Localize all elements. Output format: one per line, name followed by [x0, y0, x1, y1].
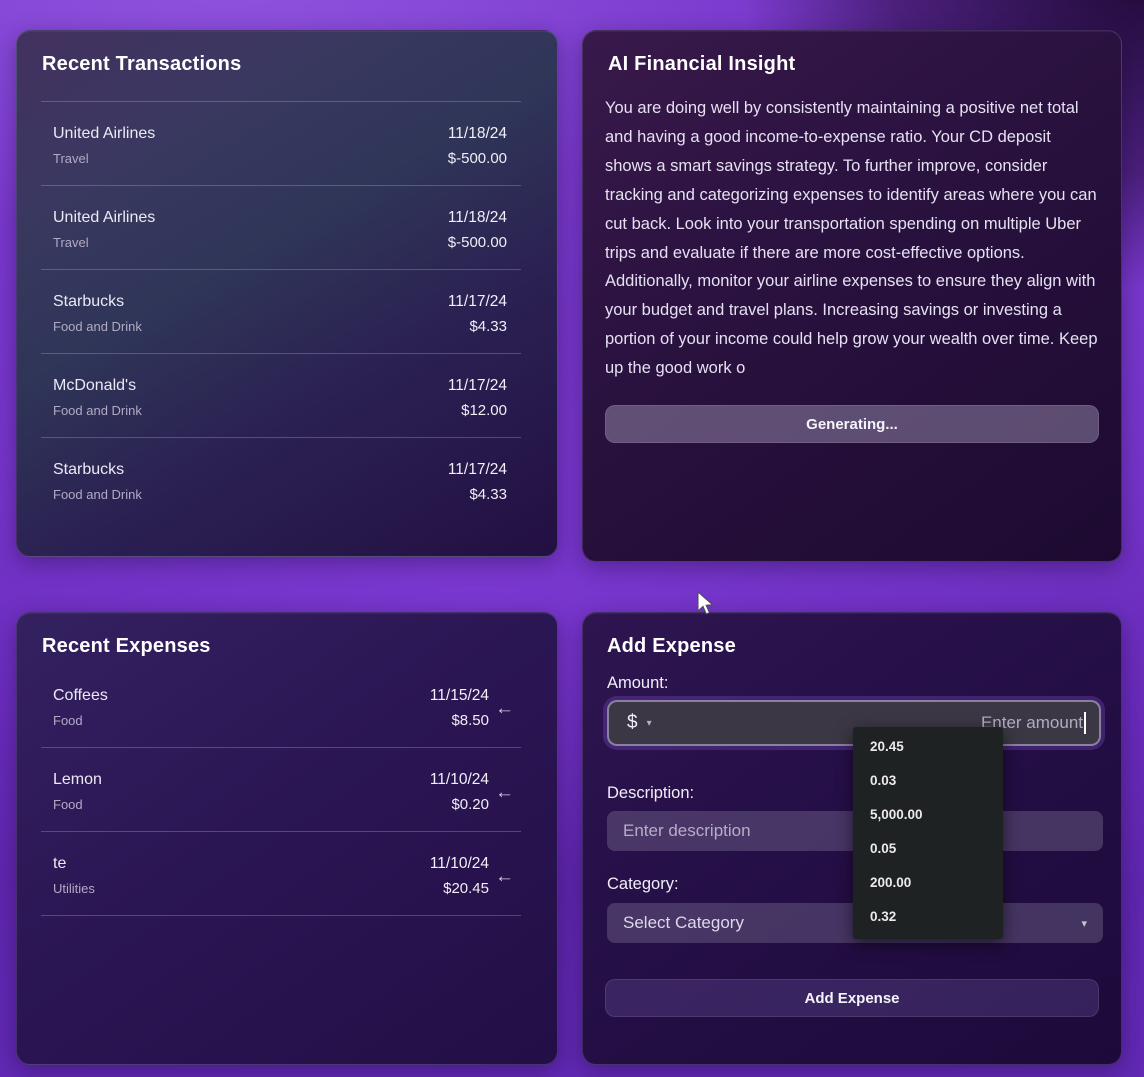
- generating-button-label: Generating...: [806, 415, 898, 433]
- expense-amount: $8.50: [451, 712, 489, 729]
- insight-text: You are doing well by consistently maint…: [605, 99, 1098, 378]
- description-label: Description:: [607, 784, 695, 802]
- expense-category: Food: [53, 797, 83, 812]
- autofill-option[interactable]: 5,000.00: [870, 807, 923, 822]
- expense-row: Lemon Food 11/10/24 $0.20 ←: [17, 748, 557, 831]
- divider: [41, 747, 521, 748]
- expense-category: Utilities: [53, 881, 95, 896]
- add-expense-card: Add Expense Amount: $ ▾ Enter amount Des…: [582, 612, 1122, 1065]
- autofill-option[interactable]: 0.03: [870, 773, 897, 788]
- divider: [41, 269, 521, 270]
- left-arrow-icon: ←: [495, 866, 514, 887]
- add-expense-button-label: Add Expense: [804, 989, 900, 1007]
- expense-name: Coffees: [53, 687, 108, 704]
- chevron-down-icon: ▾: [1081, 917, 1087, 930]
- recent-expenses-card: Recent Expenses Coffees Food 11/15/24 $8…: [16, 612, 558, 1065]
- merchant-name: Starbucks: [53, 293, 125, 310]
- divider: [41, 915, 521, 916]
- autofill-dropdown: 20.45 0.03 5,000.00 0.05 200.00 0.32: [853, 727, 1003, 939]
- currency-selector[interactable]: $ ▾: [627, 712, 652, 734]
- expense-name: Lemon: [53, 771, 102, 788]
- recent-expenses-title: Recent Expenses: [42, 635, 211, 657]
- transaction-row: McDonald's Food and Drink 11/17/24 $12.0…: [17, 354, 557, 437]
- merchant-name: United Airlines: [53, 209, 156, 226]
- transaction-date: 11/18/24: [447, 209, 507, 226]
- dollar-symbol: $: [627, 712, 638, 733]
- autofill-option[interactable]: 200.00: [870, 875, 912, 890]
- autofill-option[interactable]: 0.32: [870, 909, 897, 924]
- merchant-name: United Airlines: [53, 125, 156, 142]
- transaction-date: 11/17/24: [447, 377, 507, 394]
- expense-row: Coffees Food 11/15/24 $8.50 ←: [17, 658, 557, 747]
- transaction-row: United Airlines Travel 11/18/24 $-500.00: [17, 102, 557, 185]
- merchant-name: McDonald's: [53, 377, 137, 394]
- expense-row: te Utilities 11/10/24 $20.45 ←: [17, 832, 557, 915]
- transaction-date: 11/18/24: [447, 125, 507, 142]
- expense-category: Food: [53, 713, 83, 728]
- transaction-row: United Airlines Travel 11/18/24 $-500.00: [17, 186, 557, 269]
- autofill-option[interactable]: 20.45: [870, 739, 904, 754]
- divider: [41, 831, 521, 832]
- generating-button[interactable]: Generating...: [605, 405, 1099, 444]
- merchant-name: Starbucks: [53, 461, 125, 478]
- add-expense-title: Add Expense: [607, 635, 736, 657]
- recent-transactions-title: Recent Transactions: [42, 53, 242, 75]
- divider: [41, 353, 521, 354]
- amount-label: Amount:: [607, 674, 669, 692]
- autofill-option[interactable]: 0.05: [870, 841, 897, 856]
- transaction-date: 11/17/24: [447, 461, 507, 478]
- ai-insight-title: AI Financial Insight: [608, 53, 796, 75]
- transaction-row: Starbucks Food and Drink 11/17/24 $4.33: [17, 438, 557, 521]
- divider: [41, 437, 521, 438]
- transaction-amount: $12.00: [461, 402, 507, 419]
- mouse-cursor-icon: [696, 590, 716, 622]
- transaction-amount: $4.33: [469, 318, 507, 335]
- merchant-category: Food and Drink: [53, 403, 142, 418]
- expense-date: 11/10/24: [429, 855, 489, 872]
- amount-placeholder: Enter amount: [980, 713, 1083, 732]
- transaction-amount: $-500.00: [447, 150, 507, 167]
- transaction-amount: $4.33: [469, 486, 507, 503]
- category-selected-value: Select Category: [623, 913, 744, 932]
- text-caret: [1084, 712, 1086, 734]
- expense-name: te: [53, 855, 67, 872]
- expense-date: 11/15/24: [429, 687, 489, 704]
- ai-insight-card: AI Financial Insight You are doing well …: [582, 30, 1122, 562]
- add-expense-button[interactable]: Add Expense: [605, 979, 1099, 1017]
- transaction-row: Starbucks Food and Drink 11/17/24 $4.33: [17, 270, 557, 353]
- expense-amount: $0.20: [451, 796, 489, 813]
- merchant-category: Travel: [53, 235, 89, 250]
- merchant-category: Food and Drink: [53, 319, 142, 334]
- divider: [41, 185, 521, 186]
- expense-date: 11/10/24: [429, 771, 489, 788]
- divider: [41, 101, 521, 102]
- category-label: Category:: [607, 875, 679, 893]
- transaction-amount: $-500.00: [447, 234, 507, 251]
- merchant-category: Travel: [53, 151, 89, 166]
- chevron-down-icon: ▾: [646, 717, 652, 729]
- left-arrow-icon: ←: [495, 698, 514, 719]
- recent-transactions-card: Recent Transactions United Airlines Trav…: [16, 30, 558, 557]
- left-arrow-icon: ←: [495, 782, 514, 803]
- expense-amount: $20.45: [443, 880, 489, 897]
- transaction-date: 11/17/24: [447, 293, 507, 310]
- merchant-category: Food and Drink: [53, 487, 142, 502]
